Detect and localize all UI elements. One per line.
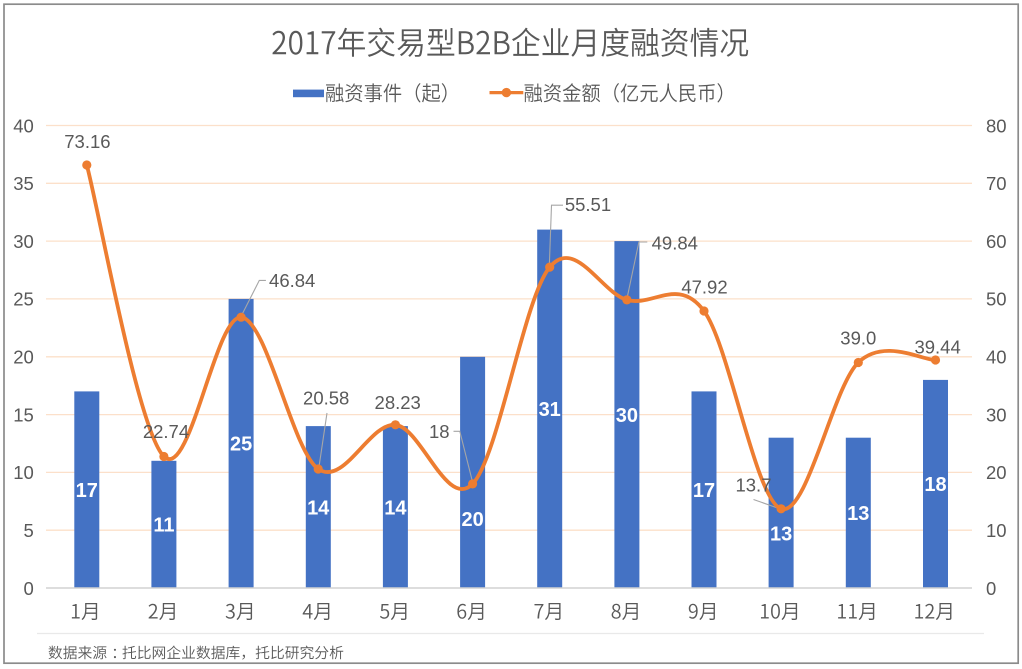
svg-text:13.7: 13.7 [735,475,771,496]
svg-text:13: 13 [770,524,792,546]
svg-text:35: 35 [13,173,34,194]
svg-text:31: 31 [539,399,561,421]
svg-text:13: 13 [847,503,869,525]
svg-text:46.84: 46.84 [269,270,315,291]
svg-text:17: 17 [693,480,715,502]
svg-text:50: 50 [986,289,1007,310]
svg-text:18: 18 [924,474,946,496]
svg-text:70: 70 [986,173,1007,194]
svg-text:17: 17 [76,480,98,502]
svg-text:0: 0 [986,578,996,599]
svg-text:22.74: 22.74 [143,421,189,442]
svg-text:30: 30 [986,404,1007,425]
svg-text:0: 0 [24,578,34,599]
svg-text:20: 20 [461,509,483,531]
svg-text:40: 40 [986,347,1007,368]
svg-text:14: 14 [384,497,407,519]
svg-text:28.23: 28.23 [375,392,421,413]
svg-text:25: 25 [230,434,252,456]
svg-text:10: 10 [13,462,34,483]
svg-text:30: 30 [13,231,34,252]
svg-text:25: 25 [13,289,34,310]
svg-text:47.92: 47.92 [681,276,727,297]
svg-text:11: 11 [153,515,174,537]
svg-text:80: 80 [986,115,1007,136]
svg-text:60: 60 [986,231,1007,252]
svg-text:20: 20 [13,347,34,368]
svg-text:20.58: 20.58 [303,387,349,408]
svg-text:15: 15 [13,404,34,425]
svg-text:55.51: 55.51 [565,194,611,215]
svg-text:5: 5 [24,520,34,541]
svg-text:39.0: 39.0 [840,328,876,349]
svg-text:40: 40 [13,115,34,136]
svg-text:39.44: 39.44 [914,336,960,357]
svg-text:18: 18 [429,421,450,442]
svg-text:73.16: 73.16 [64,131,110,152]
svg-text:30: 30 [616,405,638,427]
svg-text:20: 20 [986,462,1007,483]
svg-text:10: 10 [986,520,1007,541]
svg-text:49.84: 49.84 [652,232,698,253]
svg-text:14: 14 [307,497,330,519]
